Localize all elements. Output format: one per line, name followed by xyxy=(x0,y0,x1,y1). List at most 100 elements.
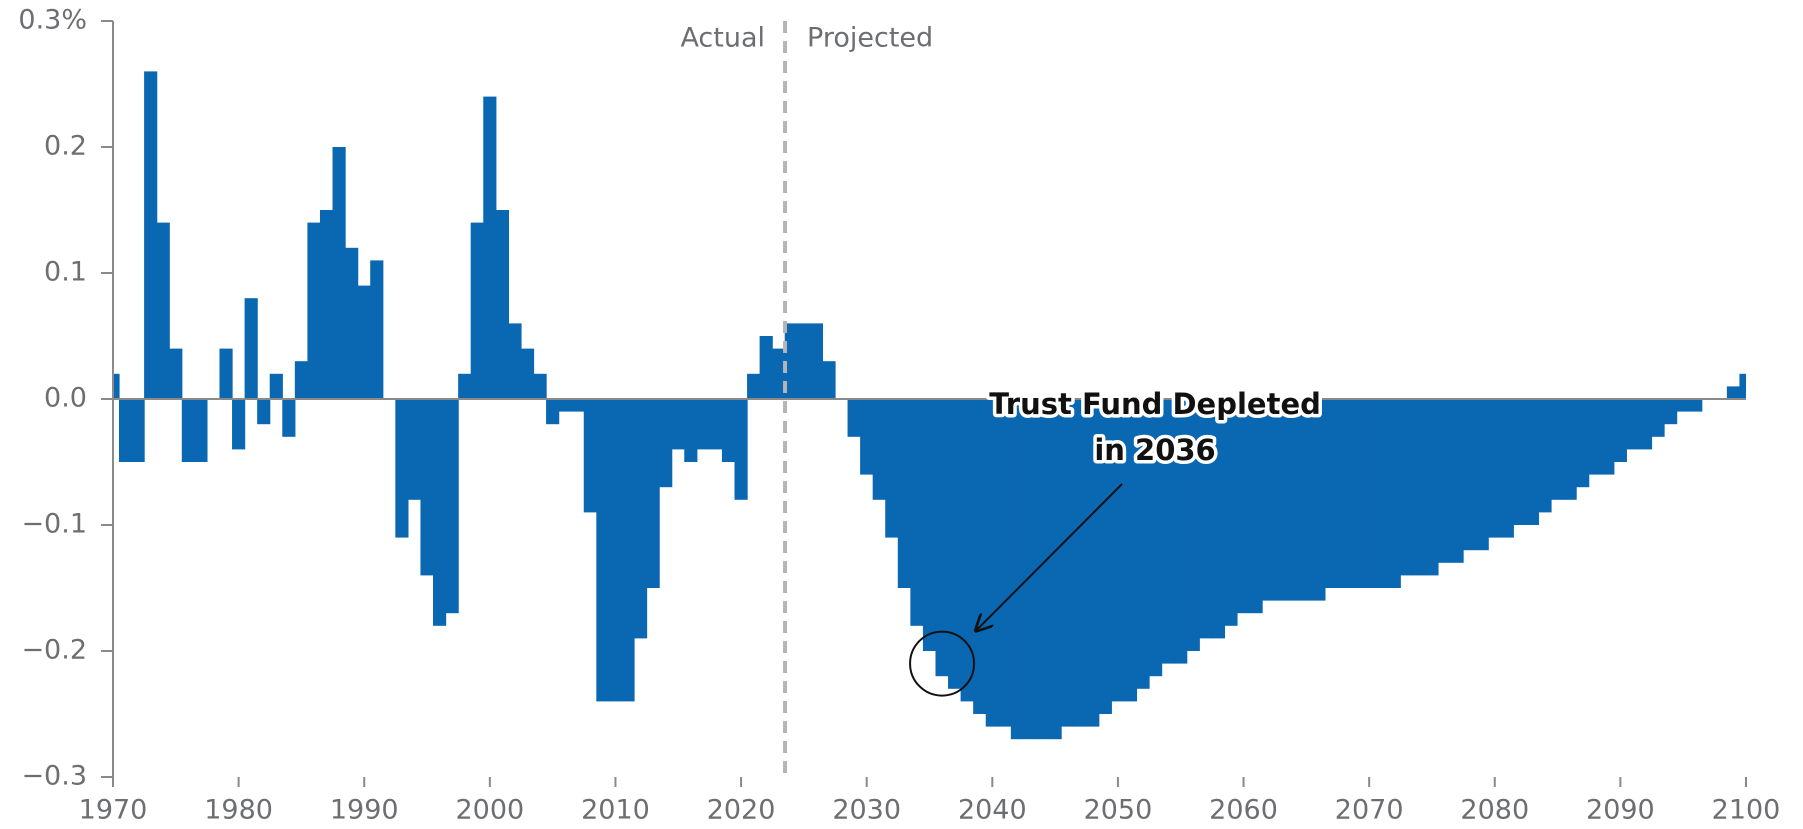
x-tick-label: 2060 xyxy=(1209,795,1278,826)
x-tick-label: 2070 xyxy=(1335,795,1404,826)
bar xyxy=(1651,399,1665,437)
bar xyxy=(1576,399,1590,488)
bar xyxy=(860,399,874,475)
bar xyxy=(1588,399,1602,475)
bar xyxy=(244,298,258,399)
bars xyxy=(113,71,1746,740)
bar xyxy=(458,373,472,399)
y-tick-label: 0.3% xyxy=(18,5,87,36)
bar xyxy=(621,399,635,702)
bar xyxy=(257,399,271,425)
bar xyxy=(113,373,120,399)
bar xyxy=(1375,399,1389,588)
bar xyxy=(533,373,547,399)
bar xyxy=(734,399,748,500)
bar xyxy=(332,147,346,399)
bar xyxy=(1098,399,1112,714)
bar xyxy=(169,348,183,399)
bar xyxy=(194,399,208,462)
bar xyxy=(659,399,673,488)
y-tick-label: 0.2 xyxy=(44,131,87,162)
annotation-text: in 2036 xyxy=(1094,433,1215,467)
bar xyxy=(1350,399,1364,588)
bar xyxy=(1224,399,1238,626)
bar xyxy=(1111,399,1125,702)
bar xyxy=(596,399,610,702)
bar xyxy=(520,348,535,399)
bar xyxy=(407,399,422,500)
bar xyxy=(646,399,660,588)
x-tick-label: 2000 xyxy=(455,795,524,826)
bar xyxy=(1563,399,1577,500)
annotation-text: Trust Fund Depleted xyxy=(989,387,1321,421)
x-tick-label: 2050 xyxy=(1084,795,1153,826)
bar xyxy=(1450,399,1464,563)
bar xyxy=(1186,399,1200,651)
bar xyxy=(1676,399,1690,412)
bar xyxy=(1726,386,1741,399)
bar xyxy=(696,399,710,450)
bar xyxy=(772,348,786,399)
divider-left-label: Actual xyxy=(680,23,765,54)
bar xyxy=(1638,399,1653,450)
bar xyxy=(1211,399,1225,639)
bar xyxy=(1236,399,1251,614)
bar xyxy=(232,399,246,450)
bar xyxy=(1412,399,1426,576)
bar xyxy=(973,399,987,714)
bar xyxy=(219,348,233,399)
bar xyxy=(319,210,334,399)
bar xyxy=(1475,399,1489,551)
bar xyxy=(357,285,371,399)
x-tick-label: 2030 xyxy=(832,795,901,826)
bar xyxy=(985,399,999,727)
bar xyxy=(1613,399,1627,462)
bar xyxy=(118,399,133,462)
x-tick-label: 1970 xyxy=(79,795,148,826)
x-tick-label: 2090 xyxy=(1586,795,1655,826)
x-tick-label: 2080 xyxy=(1460,795,1529,826)
bar xyxy=(1010,399,1025,740)
bar xyxy=(847,399,861,437)
bar xyxy=(558,399,572,412)
bar xyxy=(998,399,1012,727)
bar xyxy=(709,399,723,450)
bar xyxy=(583,399,597,513)
bar xyxy=(1048,399,1062,740)
annotation-circle xyxy=(909,630,976,697)
bar xyxy=(307,222,321,399)
y-tick-label: −0.2 xyxy=(21,635,87,666)
x-tick-label: 1980 xyxy=(204,795,273,826)
bar xyxy=(1500,399,1514,538)
bar xyxy=(1174,399,1188,664)
bar xyxy=(131,399,145,462)
bar xyxy=(1199,399,1213,639)
bar xyxy=(1161,399,1175,664)
bar xyxy=(1739,373,1746,399)
bar xyxy=(282,399,296,437)
bar xyxy=(822,361,836,399)
divider-right-label: Projected xyxy=(807,23,933,54)
bar xyxy=(784,323,798,399)
bar xyxy=(797,323,811,399)
bar xyxy=(1488,399,1502,538)
y-tick-label: −0.3 xyxy=(21,761,87,792)
bar xyxy=(1550,399,1565,500)
bar xyxy=(608,399,623,702)
bar xyxy=(1601,399,1615,475)
bar xyxy=(1362,399,1376,588)
bar xyxy=(1337,399,1351,588)
bar xyxy=(1287,399,1301,601)
bar xyxy=(1073,399,1087,727)
bar xyxy=(1664,399,1678,425)
bar xyxy=(508,323,522,399)
bar xyxy=(1400,399,1414,576)
bar xyxy=(1525,399,1540,525)
bar xyxy=(470,222,484,399)
bar xyxy=(1689,399,1703,412)
bar xyxy=(1249,399,1263,614)
x-tick-label: 2100 xyxy=(1712,795,1781,826)
bar xyxy=(747,373,761,399)
bar xyxy=(721,399,736,462)
